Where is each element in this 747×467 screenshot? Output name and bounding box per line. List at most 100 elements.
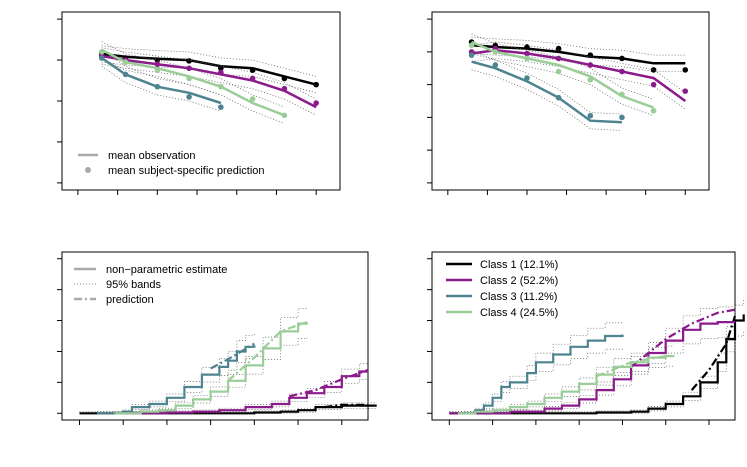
class2-prediction-point [218,69,224,76]
legend-mean-prediction-dot [85,167,91,173]
legend-nonparametric-label: non−parametric estimate [106,264,227,276]
class1-prediction-point [281,75,288,82]
class2-band-lower [449,336,735,414]
class1-prediction-line [690,315,737,391]
class1-mean-observation-line [101,52,317,86]
class2-prediction-point [587,62,594,68]
class1-prediction-point [619,55,625,62]
class2-prediction-point [650,81,657,88]
class2-prediction-point [555,55,562,62]
class3-band-upper [97,333,255,413]
panel-cumulative-death [427,251,745,425]
class2-band-upper [101,47,317,100]
legend-prediction-label: prediction [106,294,154,306]
class3-nonparametric-estimate [458,334,624,415]
class4-prediction-point [281,112,288,119]
class4-prediction-point [154,67,161,74]
class4-prediction-line [596,355,666,378]
class1-band-lower [471,53,686,72]
panel-cumulative-dementia [57,251,377,425]
class4-band-upper [458,345,675,413]
plot-frame [431,11,710,191]
class4-prediction-point [218,83,224,90]
class4-band-upper [471,33,654,100]
class4-prediction-point [186,75,192,82]
class3-prediction-point [154,83,161,90]
legend-mean-observation-label: mean observation [108,150,195,162]
class4-prediction-point [587,76,594,83]
class3-prediction-point [122,71,129,78]
class4-prediction-point [249,96,256,102]
class1-prediction-point [650,67,657,73]
legend-class1-label: Class 1 (12.1%) [480,259,558,271]
class2-prediction-line [289,368,369,398]
plot-frame [61,11,341,191]
class1-nonparametric-estimate [449,314,745,415]
class2-prediction-point [524,50,530,57]
plot-frame [61,251,369,421]
legend-class3-label: Class 3 (11.2%) [480,291,557,303]
class2-band-lower [101,63,317,116]
plot-frame [431,251,736,421]
class4-prediction-point [122,59,129,65]
class1-prediction-point [555,45,562,52]
class2-prediction-point [682,88,689,94]
class3-band-upper [458,321,623,413]
class1-band-upper [471,36,686,56]
legend-mean-prediction-label: mean subject-specific prediction [108,165,265,177]
class2-band-lower [123,379,368,414]
legend-classes: Class 1 (12.1%) Class 2 (52.2%) Class 3 … [446,259,558,319]
class1-prediction-point [249,67,256,74]
class3-prediction-point [468,52,475,58]
class3-prediction-point [619,114,625,121]
class3-mean-observation-line [471,60,622,124]
class4-prediction-point [492,49,499,55]
class3-prediction-point [555,94,562,101]
class1-prediction-point [587,52,594,58]
legend-bands-label: 95% bands [106,279,162,291]
class1-mean-observation-line [471,44,686,65]
class3-band-lower [97,357,255,414]
class4-prediction-point [619,91,625,98]
class4-nonparametric-estimate [458,355,675,415]
legend-obs-pred: mean observation mean subject-specific p… [78,150,265,177]
class3-prediction-line [210,342,255,370]
legend-class2-label: Class 2 (52.2%) [480,275,558,287]
class4-prediction-point [524,55,530,62]
class2-nonparametric-estimate [123,370,368,415]
class4-prediction-point [650,108,657,114]
class3-band-upper [471,53,622,115]
legend-class4-label: Class 4 (24.5%) [480,307,558,319]
class2-prediction-point [313,100,319,106]
class4-prediction-point [468,42,475,49]
class4-band-upper [101,41,285,108]
class2-prediction-point [154,61,161,67]
class3-prediction-point [587,112,594,119]
class2-prediction-line [630,308,736,368]
class2-mean-observation-line [471,48,687,103]
class4-prediction-line [227,321,308,382]
class1-prediction-point [313,81,319,88]
class4-nonparametric-estimate [114,322,308,415]
class3-band-lower [471,69,622,131]
class1-band-lower [449,330,745,414]
class2-prediction-point [186,65,192,72]
class4-prediction-point [555,68,562,75]
class2-nonparametric-estimate [449,321,735,415]
class4-prediction-point [98,49,105,55]
class2-prediction-point [619,68,625,75]
class1-prediction-point [218,65,224,72]
panel-wechsler-similarities [427,11,710,195]
class3-prediction-point [186,94,192,100]
class3-prediction-point [218,104,224,110]
class3-prediction-point [524,75,530,81]
class3-prediction-point [492,62,499,68]
class1-prediction-point [524,44,530,50]
class1-prediction-point [682,67,689,73]
class1-nonparametric-estimate [79,404,377,415]
legend-estimate-types: non−parametric estimate 95% bands predic… [74,264,227,306]
class2-mean-observation-line [101,54,317,109]
class2-prediction-point [249,75,256,82]
class1-prediction-point [186,58,192,64]
